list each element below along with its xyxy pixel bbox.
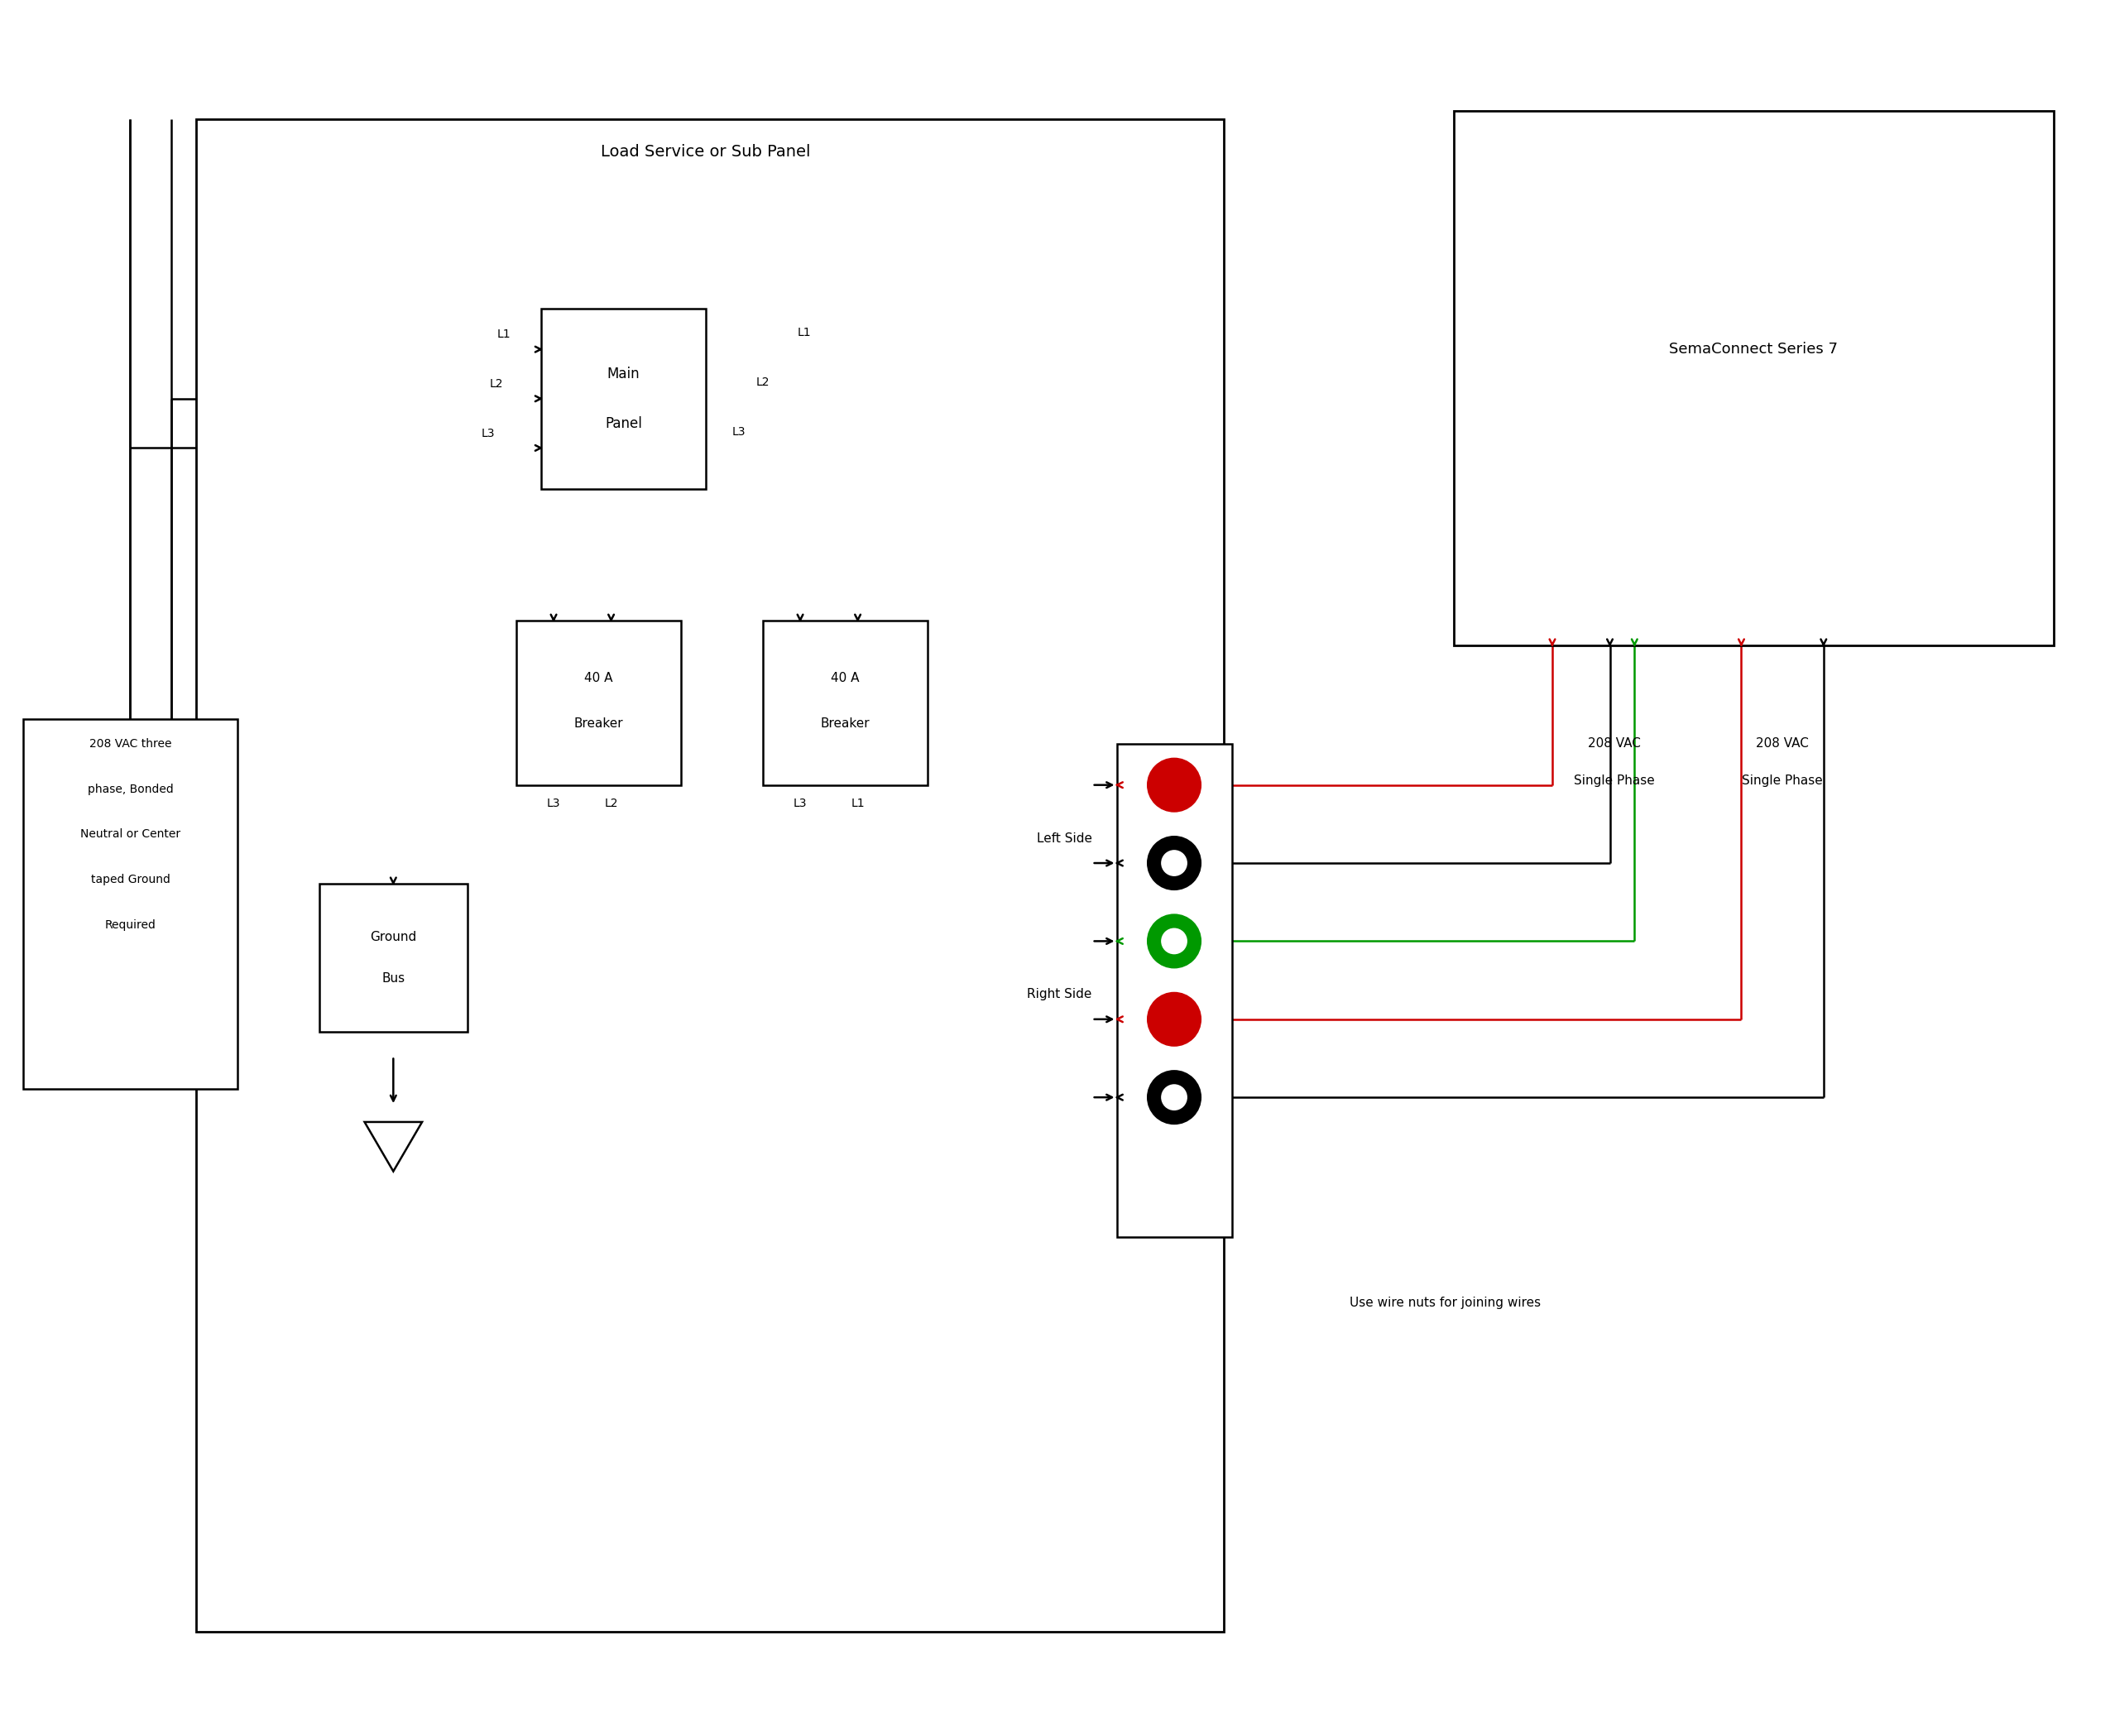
Text: L2: L2 [490,378,502,389]
Text: Panel: Panel [606,417,641,431]
Text: Bus: Bus [382,972,405,984]
Text: L3: L3 [793,797,806,809]
Text: taped Ground: taped Ground [91,873,171,885]
Bar [764,620,928,785]
Text: Right Side: Right Side [1028,988,1093,1000]
Text: L2: L2 [603,797,618,809]
Bar [1116,745,1232,1238]
Circle shape [1148,759,1201,811]
Text: L1: L1 [850,797,865,809]
Text: Required: Required [106,918,156,930]
Text: Breaker: Breaker [821,717,869,729]
Circle shape [1160,1085,1188,1111]
Text: 208 VAC: 208 VAC [1756,738,1808,750]
Circle shape [1148,993,1201,1045]
Bar [517,620,682,785]
Text: 208 VAC: 208 VAC [1587,738,1639,750]
Bar [319,884,466,1031]
Text: 40 A: 40 A [831,672,859,684]
Text: L1: L1 [798,326,810,339]
Circle shape [1148,915,1201,967]
Text: L3: L3 [481,427,494,439]
Text: Single Phase: Single Phase [1743,774,1823,786]
Circle shape [1148,1071,1201,1123]
Text: Main: Main [608,366,639,382]
Text: Use wire nuts for joining wires: Use wire nuts for joining wires [1350,1297,1540,1309]
Text: Single Phase: Single Phase [1574,774,1654,786]
Text: 208 VAC three: 208 VAC three [89,738,171,750]
Text: Breaker: Breaker [574,717,622,729]
Circle shape [1148,837,1201,889]
Text: L3: L3 [732,425,745,437]
Text: L2: L2 [755,377,770,389]
Circle shape [1160,851,1188,877]
Text: phase, Bonded: phase, Bonded [87,783,173,795]
Text: L3: L3 [546,797,561,809]
Text: Neutral or Center: Neutral or Center [80,828,179,840]
Text: SemaConnect Series 7: SemaConnect Series 7 [1669,342,1838,358]
Text: Left Side: Left Side [1036,832,1093,845]
Text: 40 A: 40 A [584,672,614,684]
Bar [1454,111,2053,646]
Bar [542,309,705,490]
Bar [23,719,236,1088]
Circle shape [1160,929,1188,955]
Text: Load Service or Sub Panel: Load Service or Sub Panel [601,144,810,160]
Bar [196,120,1224,1632]
Text: L1: L1 [498,328,511,340]
Text: Ground: Ground [369,930,416,943]
